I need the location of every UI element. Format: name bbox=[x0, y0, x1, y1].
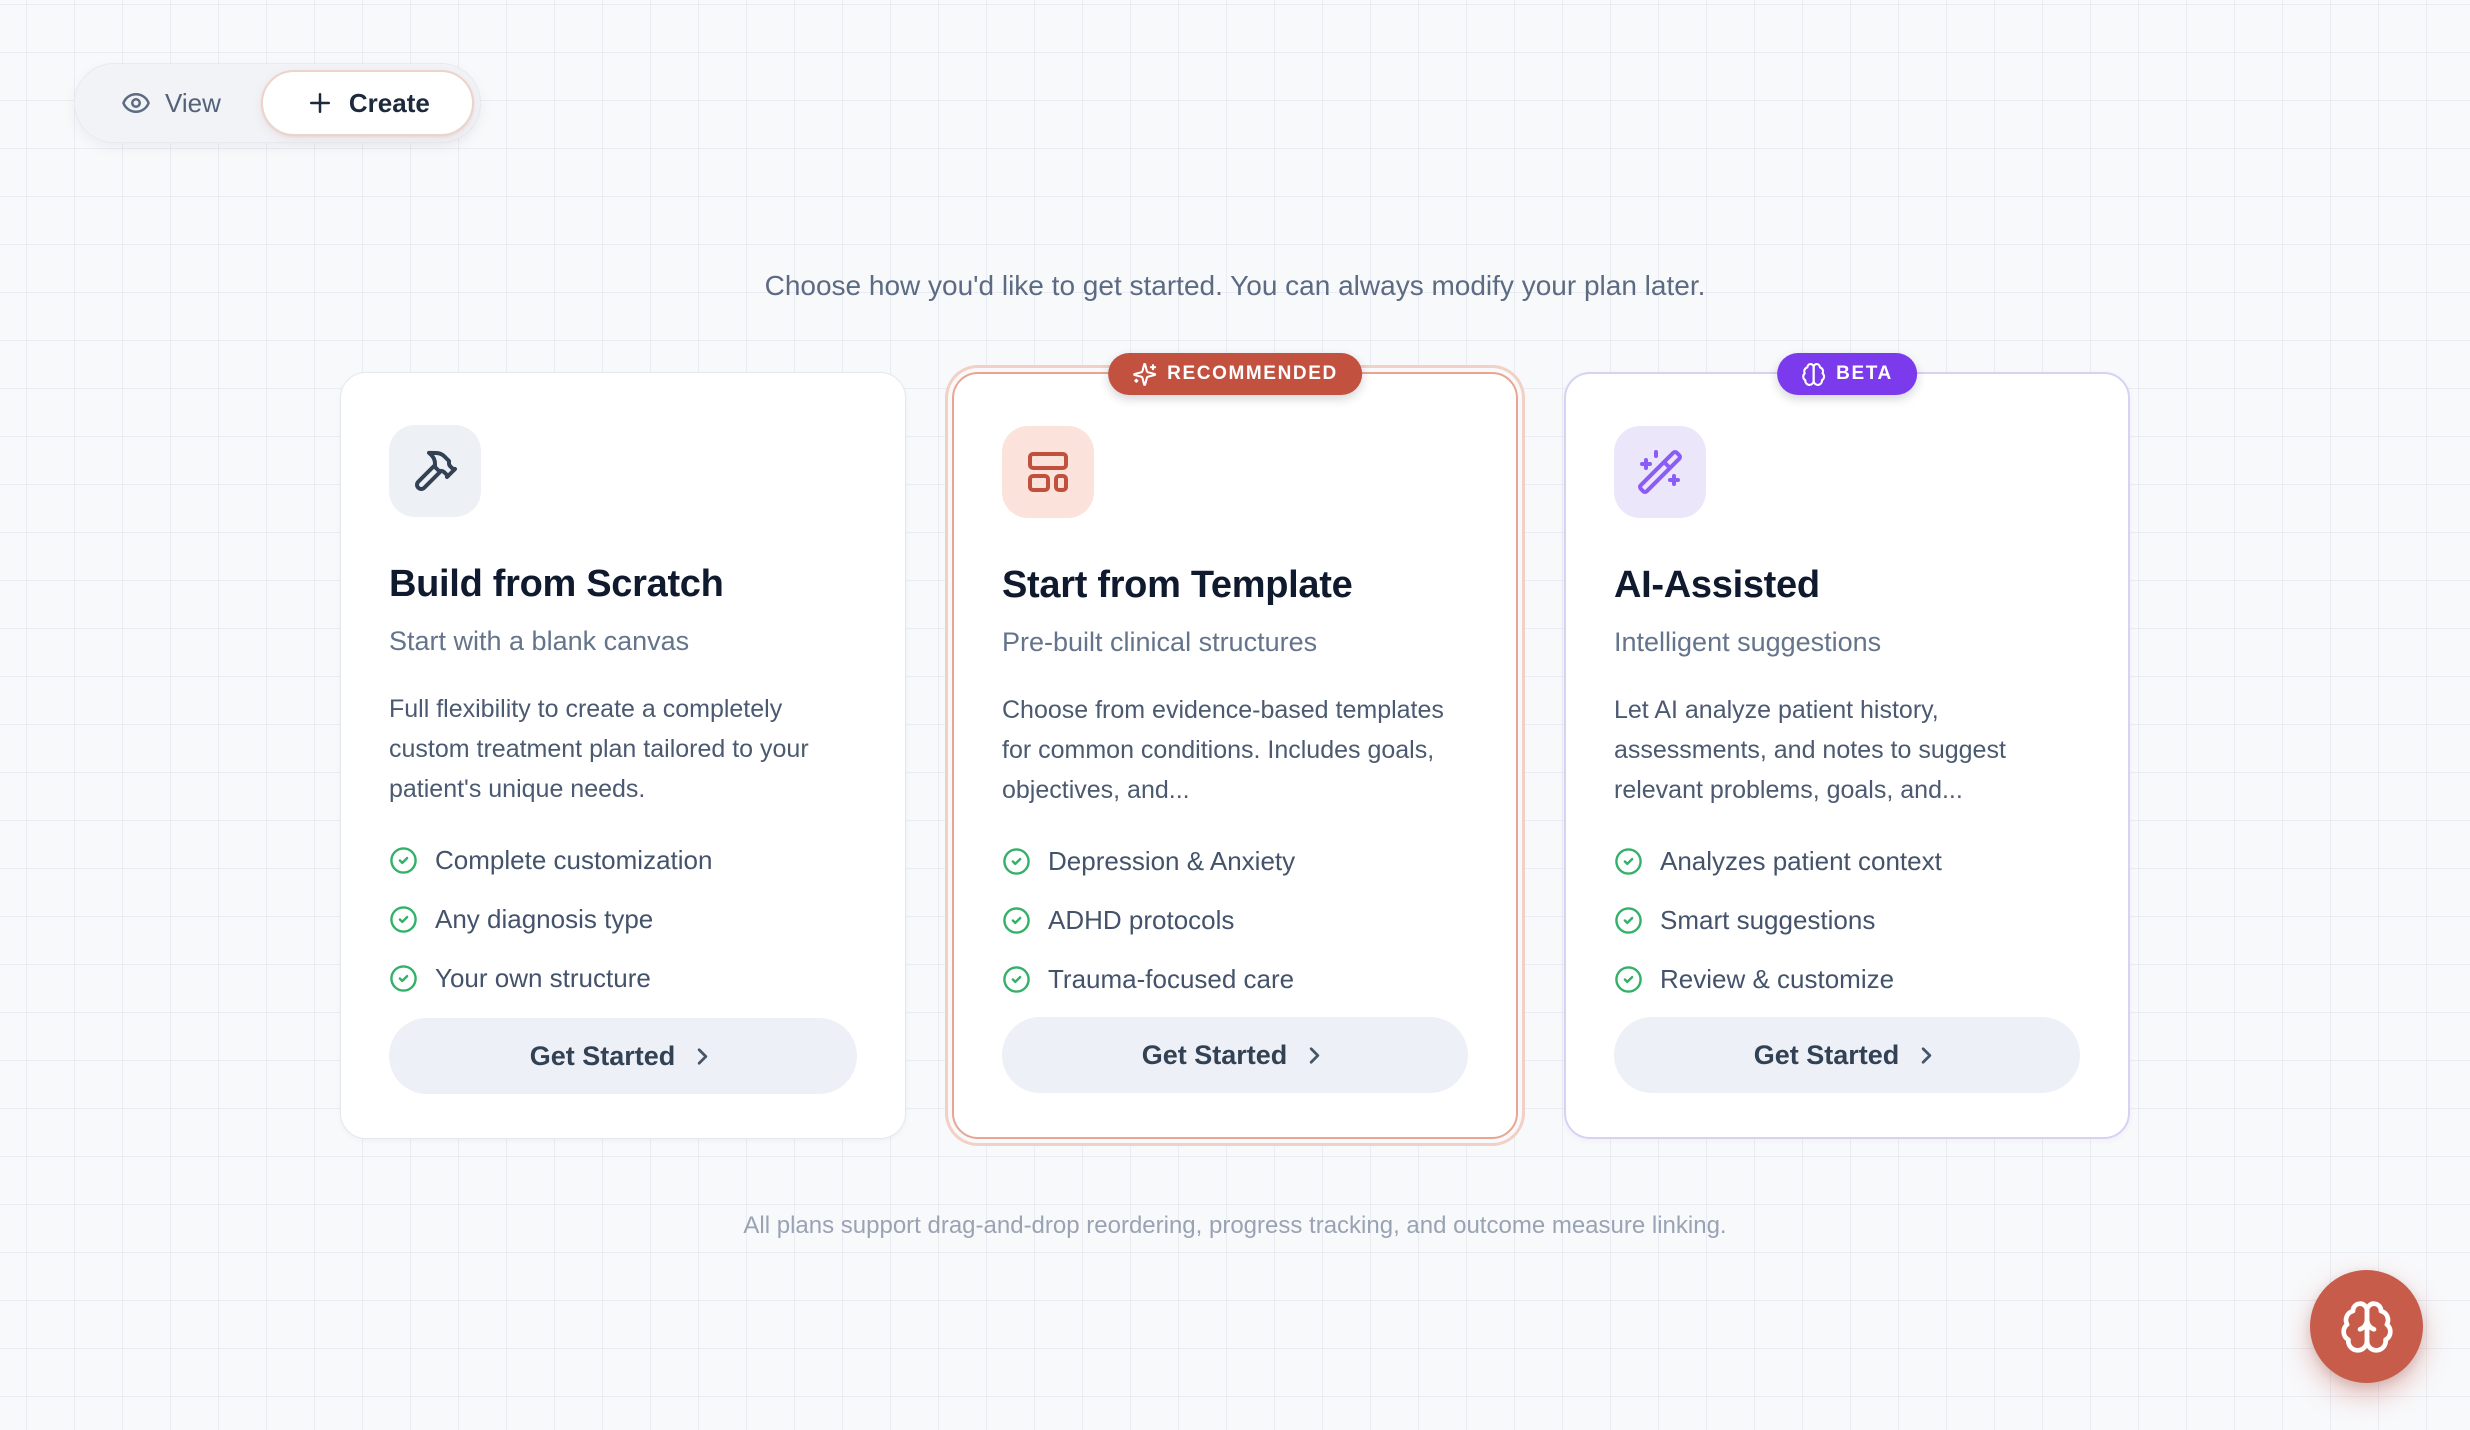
circle-check-icon bbox=[1002, 847, 1031, 876]
get-started-label: Get Started bbox=[1141, 1039, 1288, 1070]
hammer-icon bbox=[411, 447, 459, 495]
circle-check-icon bbox=[389, 846, 418, 875]
view-tab-label: View bbox=[165, 87, 221, 118]
feature-item: Complete customization bbox=[389, 845, 857, 876]
card-description: Let AI analyze patient history, assessme… bbox=[1614, 696, 2006, 804]
card-icon-tile bbox=[389, 425, 481, 517]
circle-check-icon bbox=[1614, 965, 1643, 994]
plans-footer-note: All plans support drag-and-drop reorderi… bbox=[743, 1212, 1727, 1239]
chevron-right-icon bbox=[1301, 1042, 1328, 1069]
circle-check-icon bbox=[389, 964, 418, 993]
feature-item: ADHD protocols bbox=[1002, 905, 1468, 936]
chevron-right-icon bbox=[1913, 1042, 1940, 1069]
card-title: Start from Template bbox=[1002, 564, 1353, 606]
card-tagline: Pre-built clinical structures bbox=[1002, 627, 1318, 657]
brain-icon bbox=[2339, 1299, 2395, 1355]
circle-check-icon bbox=[1002, 965, 1031, 994]
feature-list: Depression & Anxiety ADHD protocols Trau… bbox=[1002, 846, 1468, 995]
feature-label: Any diagnosis type bbox=[435, 904, 654, 934]
feature-list: Analyzes patient context Smart suggestio… bbox=[1614, 846, 2080, 995]
feature-label: ADHD protocols bbox=[1048, 905, 1235, 935]
feature-label: Complete customization bbox=[435, 845, 713, 875]
assistant-fab[interactable] bbox=[2310, 1270, 2423, 1383]
card-description: Full flexibility to create a completely … bbox=[389, 695, 809, 803]
feature-item: Depression & Anxiety bbox=[1002, 846, 1468, 877]
create-tab-label: Create bbox=[348, 87, 430, 118]
circle-check-icon bbox=[389, 905, 418, 934]
view-tab[interactable]: View bbox=[81, 70, 261, 136]
beta-badge: BETA bbox=[1777, 353, 1917, 395]
recommended-badge: RECOMMENDED bbox=[1108, 353, 1362, 395]
card-title: Build from Scratch bbox=[389, 563, 724, 605]
create-tab[interactable]: Create bbox=[260, 70, 474, 136]
circle-check-icon bbox=[1002, 906, 1031, 935]
chevron-right-icon bbox=[689, 1043, 716, 1070]
feature-item: Smart suggestions bbox=[1614, 905, 2080, 936]
get-started-label: Get Started bbox=[529, 1040, 676, 1071]
plus-icon bbox=[305, 88, 335, 118]
feature-list: Complete customization Any diagnosis typ… bbox=[389, 845, 857, 994]
recommended-badge-label: RECOMMENDED bbox=[1167, 363, 1338, 384]
layout-template-icon bbox=[1024, 448, 1072, 496]
feature-label: Trauma-focused care bbox=[1048, 964, 1295, 994]
get-started-button-scratch[interactable]: Get Started bbox=[389, 1018, 857, 1094]
circle-check-icon bbox=[1614, 847, 1643, 876]
eye-icon bbox=[121, 88, 151, 118]
feature-label: Depression & Anxiety bbox=[1048, 846, 1296, 876]
get-started-label: Get Started bbox=[1753, 1039, 1900, 1070]
feature-label: Analyzes patient context bbox=[1660, 846, 1942, 876]
view-create-toggle: View Create bbox=[74, 63, 481, 143]
feature-item: Any diagnosis type bbox=[389, 904, 857, 935]
brain-icon bbox=[1801, 362, 1826, 387]
page-subtitle: Choose how you'd like to get started. Yo… bbox=[764, 270, 1706, 301]
get-started-button-template[interactable]: Get Started bbox=[1002, 1017, 1468, 1093]
get-started-button-ai[interactable]: Get Started bbox=[1614, 1017, 2080, 1093]
card-title: AI-Assisted bbox=[1614, 564, 1820, 606]
circle-check-icon bbox=[1614, 906, 1643, 935]
card-ai-assisted[interactable]: BETA AI-Assisted Intelligent suggestions… bbox=[1564, 353, 2130, 1139]
feature-item: Analyzes patient context bbox=[1614, 846, 2080, 877]
feature-label: Smart suggestions bbox=[1660, 905, 1876, 935]
beta-badge-label: BETA bbox=[1836, 363, 1893, 384]
card-tagline: Intelligent suggestions bbox=[1614, 627, 1882, 657]
card-icon-tile bbox=[1002, 426, 1094, 518]
card-build-from-scratch[interactable]: Build from Scratch Start with a blank ca… bbox=[340, 372, 906, 1139]
feature-item: Review & customize bbox=[1614, 964, 2080, 995]
card-description: Choose from evidence-based templates for… bbox=[1002, 696, 1444, 804]
wand-sparkles-icon bbox=[1636, 448, 1684, 496]
feature-label: Your own structure bbox=[435, 963, 651, 993]
card-tagline: Start with a blank canvas bbox=[389, 626, 690, 656]
feature-item: Your own structure bbox=[389, 963, 857, 994]
feature-item: Trauma-focused care bbox=[1002, 964, 1468, 995]
sparkles-icon bbox=[1132, 362, 1157, 387]
card-icon-tile bbox=[1614, 426, 1706, 518]
plan-options-row: Build from Scratch Start with a blank ca… bbox=[340, 353, 2130, 1139]
feature-label: Review & customize bbox=[1660, 964, 1895, 994]
card-start-from-template[interactable]: RECOMMENDED Start from Template Pre-buil… bbox=[952, 353, 1518, 1139]
